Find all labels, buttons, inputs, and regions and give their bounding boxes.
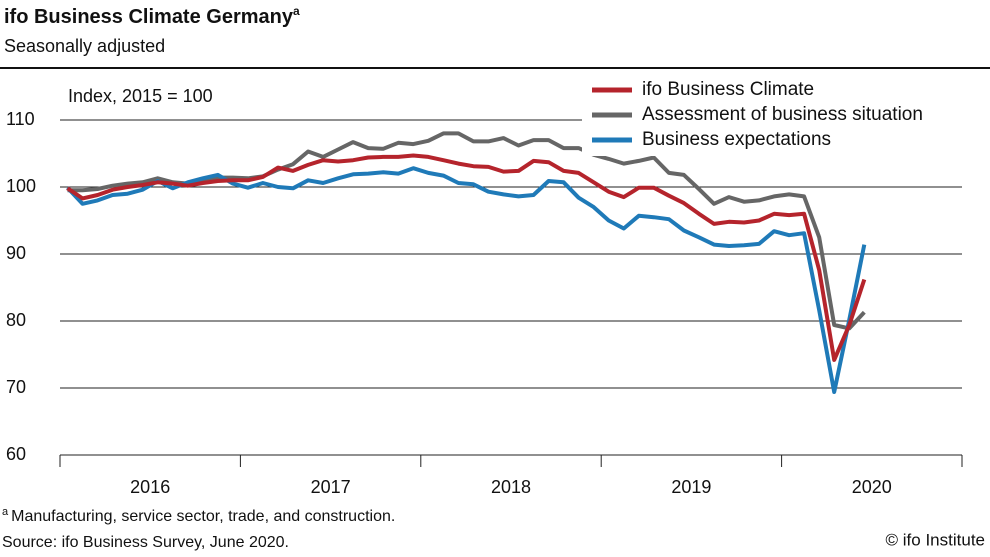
series-line <box>67 131 866 331</box>
footnote: a Manufacturing, service sector, trade, a… <box>2 506 395 525</box>
chart-title: ifo Business Climate Germanya <box>4 4 300 28</box>
legend: ifo Business Climate Assessment of busine… <box>582 74 982 156</box>
chart-subtitle: Seasonally adjusted <box>4 36 165 56</box>
footnote-marker: a <box>2 506 9 518</box>
x-tick-label: 2020 <box>852 477 892 497</box>
x-tick-label: 2017 <box>311 477 351 497</box>
legend-label: Business expectations <box>642 129 831 150</box>
source: Source: ifo Business Survey, June 2020. <box>2 534 289 551</box>
y-tick-label: 60 <box>6 444 26 464</box>
footnote-text: Manufacturing, service sector, trade, an… <box>11 508 395 525</box>
legend-background <box>582 74 982 156</box>
x-tick-label: 2018 <box>491 477 531 497</box>
credit: © ifo Institute <box>886 530 985 549</box>
y-tick-label: 80 <box>6 310 26 330</box>
y-tick-label: 110 <box>6 109 35 129</box>
y-tick-label: 90 <box>6 243 26 263</box>
x-tick-label: 2016 <box>130 477 170 497</box>
legend-label: Assessment of business situation <box>642 104 923 125</box>
plot-area: 60 70 80 90 100 110 2016 2017 2018 2019 2020 <box>6 109 963 497</box>
annotation: Index, 2015 = 100 <box>68 86 213 106</box>
legend-label: ifo Business Climate <box>642 79 814 100</box>
y-tick-label: 70 <box>6 377 26 397</box>
title-marker: a <box>293 4 300 18</box>
series-line <box>66 166 867 394</box>
title-text: ifo Business Climate Germany <box>4 6 294 28</box>
y-tick-label: 100 <box>6 176 36 196</box>
series-line <box>66 153 867 362</box>
x-tick-label: 2019 <box>671 477 711 497</box>
